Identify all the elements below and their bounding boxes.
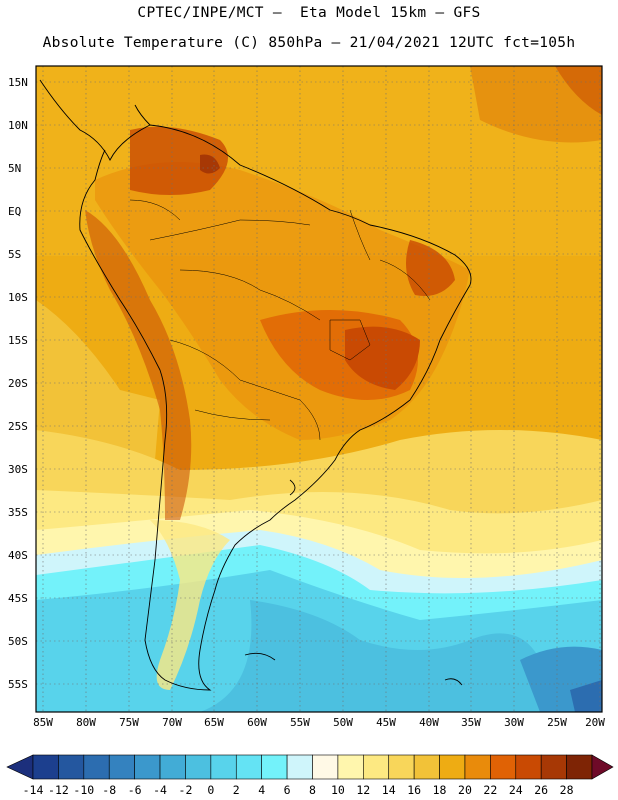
lat-tick: 10S — [8, 291, 28, 304]
colorbar-swatch — [464, 754, 491, 780]
colorbar-swatch — [108, 754, 135, 780]
falklands — [244, 652, 276, 661]
colorbar-swatch — [134, 754, 161, 780]
lon-tick: 70W — [162, 716, 182, 729]
lat-tick: 5S — [8, 248, 22, 261]
south-america-coast — [39, 79, 472, 691]
lon-tick: 25W — [547, 716, 567, 729]
lon-tick: 65W — [204, 716, 224, 729]
colorbar-label: 18 — [432, 783, 447, 797]
lat-tick: 20S — [8, 377, 28, 390]
colorbar-label: -10 — [73, 783, 95, 797]
lon-tick: 75W — [119, 716, 139, 729]
colorbar-swatch — [337, 754, 364, 780]
colorbar-label: 0 — [207, 783, 215, 797]
lat-tick: 10N — [8, 119, 28, 132]
colorbar-min-arrow — [6, 754, 34, 780]
lat-tick: 15S — [8, 334, 28, 347]
colorbar-swatch — [261, 754, 288, 780]
temperature-field — [36, 66, 602, 712]
colorbar-swatch — [566, 754, 593, 780]
colorbar-label: -14 — [22, 783, 44, 797]
colorbar-swatch — [159, 754, 186, 780]
colorbar — [6, 754, 614, 780]
colorbar-swatch — [32, 754, 59, 780]
lat-tick: 5N — [8, 162, 22, 175]
colorbar-label: -8 — [102, 783, 117, 797]
caribbean-coast — [134, 104, 151, 126]
colorbar-swatch — [58, 754, 85, 780]
borders — [129, 199, 431, 441]
colorbar-swatch — [210, 754, 237, 780]
field-ne-warmest — [555, 66, 602, 115]
colorbar-swatch — [286, 754, 313, 780]
lon-tick: 60W — [247, 716, 267, 729]
lat-tick: 50S — [8, 635, 28, 648]
lagoa-patos — [289, 479, 296, 496]
lat-tick: 15N — [8, 76, 28, 89]
colorbar-label: 28 — [559, 783, 574, 797]
lat-tick: 40S — [8, 549, 28, 562]
colorbar-label: 4 — [258, 783, 266, 797]
lon-tick: 80W — [76, 716, 96, 729]
colorbar-swatch — [540, 754, 567, 780]
colorbar-label: 6 — [283, 783, 291, 797]
lon-tick: 20W — [585, 716, 605, 729]
colorbar-label: 20 — [458, 783, 472, 797]
colorbar-label: 14 — [381, 783, 396, 797]
colorbar-label: 10 — [330, 783, 345, 797]
colorbar-label: 2 — [232, 783, 240, 797]
colorbar-swatch — [413, 754, 440, 780]
colorbar-label: -6 — [127, 783, 142, 797]
lon-tick: 40W — [419, 716, 439, 729]
field-venezuela-hot — [130, 126, 228, 195]
colorbar-swatch — [83, 754, 110, 780]
colorbar-swatch — [515, 754, 542, 780]
field-ne-brazil-hot — [406, 240, 455, 296]
lon-tick: 85W — [33, 716, 53, 729]
colorbar-swatch — [235, 754, 262, 780]
lon-tick: 30W — [504, 716, 524, 729]
colorbar-label: -2 — [178, 783, 193, 797]
lon-tick: 55W — [290, 716, 310, 729]
colorbar-max-arrow — [591, 754, 614, 780]
lat-tick: 30S — [8, 463, 28, 476]
colorbar-swatch — [312, 754, 339, 780]
field-band-minus10 — [570, 680, 602, 712]
colorbar-label: 24 — [508, 783, 523, 797]
title-line-2: Absolute Temperature (C) 850hPa – 21/04/… — [42, 35, 576, 51]
field-patagonia — [150, 520, 230, 690]
lon-tick: 35W — [461, 716, 481, 729]
field-brazil-hotter — [345, 326, 420, 390]
lat-tick: 55S — [8, 678, 28, 691]
lat-tick: 35S — [8, 506, 28, 519]
plot-frame — [35, 65, 603, 713]
south-georgia — [444, 678, 463, 686]
colorbar-label: 16 — [407, 783, 422, 797]
colorbar-swatch — [388, 754, 415, 780]
field-band-minus2 — [200, 600, 602, 712]
lat-tick: 45S — [8, 592, 28, 605]
lon-tick: 45W — [376, 716, 396, 729]
colorbar-swatch — [363, 754, 390, 780]
coastlines — [39, 79, 472, 691]
colorbar-label: 12 — [356, 783, 371, 797]
colorbar-label: 8 — [309, 783, 316, 797]
colorbar-label: -12 — [48, 783, 69, 797]
colorbar-swatch — [185, 754, 212, 780]
colorbar-label: -4 — [153, 783, 167, 797]
lon-tick: 50W — [333, 716, 353, 729]
colorbar-swatch — [490, 754, 517, 780]
title-line-1: CPTEC/INPE/MCT – Eta Model 15km – GFS — [137, 5, 481, 21]
colorbar-label: 26 — [534, 783, 549, 797]
colorbar-swatch — [439, 754, 466, 780]
colorbar-label: 22 — [483, 783, 498, 797]
lat-tick: EQ — [8, 205, 22, 218]
field-venezuela-hottest — [200, 154, 220, 174]
lat-tick: 25S — [8, 420, 28, 433]
